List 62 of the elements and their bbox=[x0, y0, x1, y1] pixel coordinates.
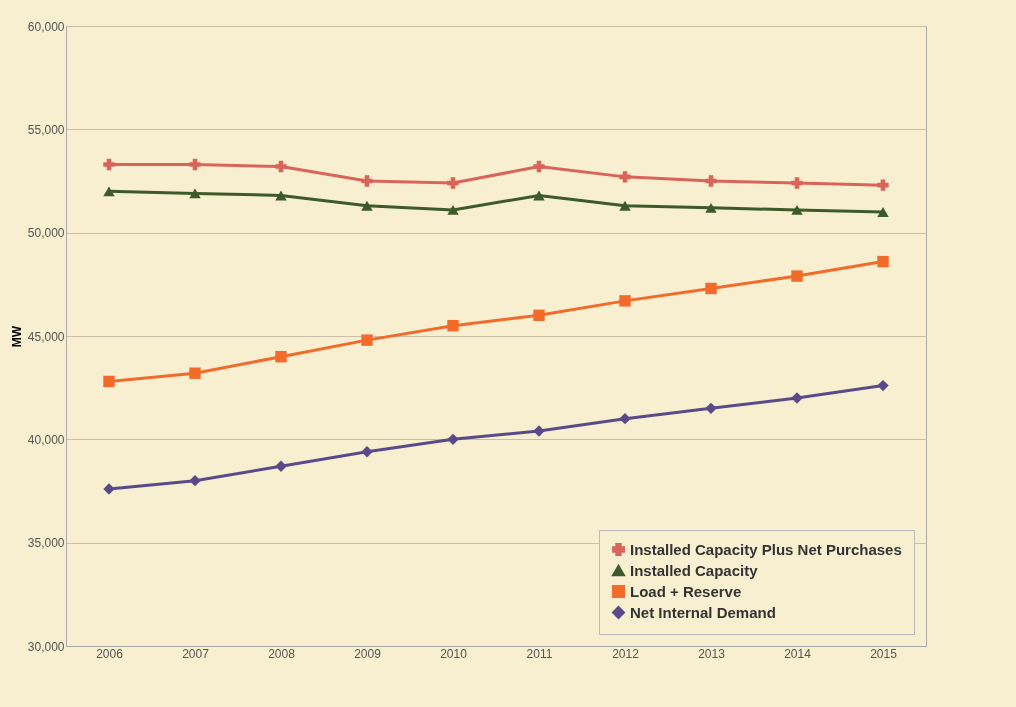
y-axis-title: MW bbox=[9, 325, 24, 348]
y-tick-label: 55,000 bbox=[27, 122, 65, 137]
point bbox=[189, 188, 201, 199]
point bbox=[361, 446, 373, 458]
point bbox=[361, 175, 373, 187]
point bbox=[533, 309, 545, 322]
y-tick-label: 35,000 bbox=[27, 536, 65, 551]
point bbox=[447, 177, 459, 189]
x-tick-label: 2010 bbox=[440, 646, 468, 661]
point bbox=[619, 295, 631, 307]
point bbox=[877, 379, 889, 392]
point bbox=[877, 179, 889, 191]
point bbox=[877, 255, 889, 268]
point bbox=[361, 334, 373, 346]
legend-label: Installed Capacity Plus Net Purchases bbox=[630, 540, 902, 558]
point bbox=[103, 483, 115, 495]
point bbox=[705, 175, 717, 187]
point bbox=[705, 282, 717, 295]
x-tick-label: 2011 bbox=[526, 646, 553, 661]
point bbox=[189, 158, 201, 171]
point bbox=[103, 186, 115, 197]
point bbox=[275, 460, 287, 472]
point bbox=[275, 160, 287, 173]
x-tick-label: 2012 bbox=[612, 646, 640, 661]
y-tick-label: 50,000 bbox=[27, 226, 65, 241]
y-tick-label: 60,000 bbox=[27, 19, 65, 34]
point bbox=[791, 270, 803, 282]
point bbox=[533, 190, 545, 201]
x-tick-label: 2013 bbox=[698, 646, 726, 661]
point bbox=[361, 200, 373, 211]
point bbox=[533, 425, 545, 437]
legend-label: Installed Capacity bbox=[630, 561, 759, 579]
point bbox=[103, 375, 115, 388]
x-tick-label: 2008 bbox=[268, 646, 296, 661]
x-tick-label: 2014 bbox=[784, 646, 812, 661]
point bbox=[103, 158, 115, 171]
x-tick-label: 2007 bbox=[182, 646, 210, 661]
point bbox=[705, 202, 717, 213]
point bbox=[619, 200, 631, 211]
point bbox=[275, 350, 287, 363]
x-tick-label: 2006 bbox=[96, 646, 124, 661]
legend-label: Load + Reserve bbox=[630, 582, 742, 600]
point bbox=[705, 402, 717, 415]
point bbox=[447, 205, 459, 215]
y-tick-label: 45,000 bbox=[27, 329, 65, 344]
point bbox=[791, 392, 803, 404]
point bbox=[791, 177, 803, 189]
legend-label: Net Internal Demand bbox=[630, 603, 776, 621]
y-tick-label: 40,000 bbox=[27, 432, 65, 447]
x-tick-label: 2015 bbox=[870, 646, 898, 661]
point bbox=[619, 171, 631, 183]
point bbox=[533, 160, 545, 173]
point bbox=[189, 474, 201, 487]
point bbox=[877, 207, 889, 217]
point bbox=[619, 412, 631, 425]
point bbox=[275, 190, 287, 201]
point bbox=[447, 319, 459, 332]
point bbox=[791, 205, 803, 215]
y-tick-label: 30,000 bbox=[27, 639, 65, 654]
x-tick-label: 2009 bbox=[354, 646, 382, 661]
point bbox=[447, 433, 459, 446]
point bbox=[189, 367, 201, 379]
